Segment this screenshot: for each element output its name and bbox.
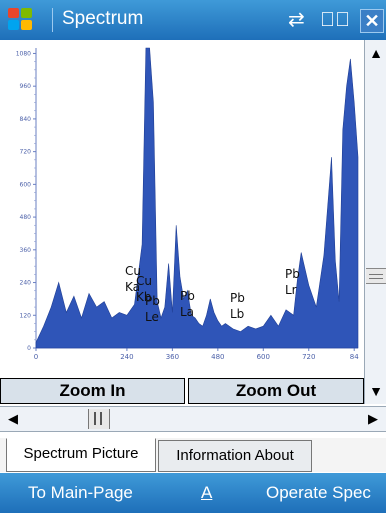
windows-start-icon[interactable] [8, 8, 34, 32]
connectivity-icon[interactable]: ⇄ [288, 9, 305, 31]
x-tick-label: 480 [211, 353, 224, 361]
y-tick-label: 1080 [16, 50, 31, 57]
peak-label: Pb [230, 291, 245, 305]
peak-label: Pb [285, 267, 300, 281]
tab-spectrum-picture[interactable]: Spectrum Picture [6, 438, 156, 472]
softkey-bar: To Main-Page A Operate Spec [0, 473, 386, 513]
peak-label: Ka [125, 280, 140, 294]
horizontal-scroll-thumb[interactable] [88, 409, 110, 429]
x-tick-label: 240 [120, 353, 133, 361]
app-title: Spectrum [62, 8, 144, 29]
x-tick-label: 720 [302, 353, 315, 361]
peak-label: Cu [125, 264, 141, 278]
zoom-in-button[interactable]: Zoom In [0, 378, 185, 404]
y-tick-label: 120 [20, 312, 32, 319]
zoom-bar: Zoom In Zoom Out [0, 378, 364, 404]
x-tick-label: 600 [257, 353, 270, 361]
y-tick-label: 960 [20, 83, 32, 90]
zoom-out-button[interactable]: Zoom Out [188, 378, 364, 404]
y-tick-label: 480 [20, 214, 32, 221]
peak-label: Cu [136, 274, 152, 288]
spectrum-chart: 1080 960 840 720 600 480 360 240 120 00 240 360 480 6… [16, 47, 359, 361]
volume-icon[interactable]: ◀ﾞ [320, 9, 350, 31]
peak-label: Lb [230, 307, 244, 321]
y-tick-label: 720 [20, 149, 32, 156]
horizontal-scrollbar[interactable]: ◀ ▶ [0, 406, 386, 432]
spectrum-plot-area: 1080 960 840 720 600 480 360 240 120 0 0 240 360 480 6… [0, 40, 364, 376]
scroll-down-icon[interactable]: ▼ [369, 383, 383, 399]
peak-label: Le [145, 310, 159, 324]
scroll-left-icon[interactable]: ◀ [8, 411, 18, 426]
vertical-scroll-thumb[interactable] [366, 268, 386, 284]
x-tick-label: 360 [166, 353, 179, 361]
y-tick-label: 0 [27, 345, 31, 352]
y-tick-label: 240 [20, 280, 32, 287]
y-tick-label: 600 [20, 181, 32, 188]
y-tick-label: 360 [20, 247, 32, 254]
x-tick-label: 0 [34, 353, 38, 361]
peak-label: Pb [180, 289, 195, 303]
peak-label: Kb [136, 290, 152, 304]
scroll-up-icon[interactable]: ▲ [369, 45, 383, 61]
peak-label: Pb [145, 294, 160, 308]
spectrum-area [35, 47, 359, 349]
vertical-scrollbar[interactable]: ▲ ▼ [364, 40, 386, 404]
close-icon[interactable]: ✕ [360, 9, 384, 33]
tab-information-about[interactable]: Information About [158, 440, 312, 472]
peak-label: Lr [285, 283, 297, 297]
title-separator [52, 8, 53, 32]
to-main-page-button[interactable]: To Main-Page [28, 483, 133, 502]
y-tick-label: 840 [20, 116, 32, 123]
peak-label: La [180, 305, 194, 319]
x-tick-label: 84 [350, 353, 359, 361]
title-bar: Spectrum ⇄ ◀ﾞ ✕ [0, 0, 386, 40]
input-panel-button[interactable]: A [201, 483, 213, 502]
tab-strip: Spectrum Picture Information About [0, 438, 386, 472]
scroll-right-icon[interactable]: ▶ [368, 411, 378, 426]
operate-spec-button[interactable]: Operate Spec [266, 483, 371, 502]
